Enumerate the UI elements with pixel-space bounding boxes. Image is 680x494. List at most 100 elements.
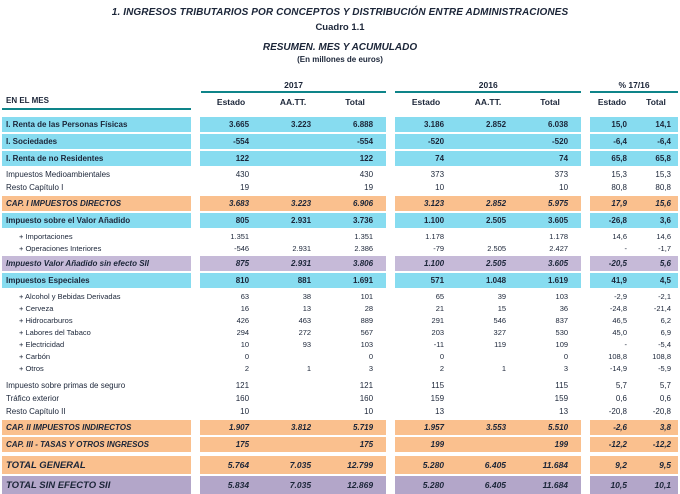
value-2016-total: 1.619 [548, 276, 569, 285]
value-2017-aatt [262, 181, 324, 194]
value-pct-estado: 14,6 [612, 231, 627, 241]
value-2017-estado: 294 [236, 327, 250, 337]
values-2016: 1.178 1.178 [395, 230, 581, 242]
values-2016: 199 199 [395, 437, 582, 452]
column-gap [191, 168, 200, 181]
values-2017: 10 93 103 [200, 338, 386, 350]
column-gap [386, 338, 395, 350]
value-2016-aatt: 39 [497, 291, 507, 301]
value-2016-estado: 5.280 [422, 480, 445, 490]
value-2017-total: 175 [359, 440, 374, 449]
value-pct-total: 15,3 [655, 170, 671, 179]
values-2016: 1.957 3.553 5.510 [395, 420, 582, 435]
column-gap [191, 213, 200, 228]
value-pct-total: 15,6 [655, 199, 671, 208]
values-2016: 21 15 36 [395, 302, 581, 314]
table-row: CAP. III - TASAS Y OTROS INGRESOS 175 175 1… [2, 437, 678, 452]
column-gap [581, 213, 590, 228]
value-2017-total: 12.799 [347, 460, 374, 470]
value-2016-total: 11.684 [542, 460, 569, 470]
value-pct-estado: 46,5 [612, 315, 627, 325]
values-pct: -24,8 -21,4 [590, 302, 678, 314]
value-2017-aatt: 3.812 [291, 423, 312, 432]
value-2017-aatt: 2.931 [292, 243, 312, 253]
column-gap [386, 230, 395, 242]
values-2016: -79 2.505 2.427 [395, 242, 581, 254]
column-gap [581, 350, 590, 362]
value-2016-aatt: 3.553 [486, 423, 507, 432]
column-gap [191, 437, 200, 452]
row-label: + Cerveza [19, 303, 54, 313]
column-gap [191, 379, 200, 392]
row-label: Resto Capítulo II [6, 407, 66, 416]
column-gap [192, 78, 201, 93]
row-label: Impuesto sobre primas de seguro [6, 381, 126, 390]
row-label: CAP. II IMPUESTOS INDIRECTOS [2, 420, 192, 435]
column-gap [386, 93, 395, 110]
value-pct-estado: 5,7 [615, 381, 627, 390]
value-2017-total: 3 [368, 363, 374, 373]
column-gap [386, 290, 395, 302]
values-pct: 0,6 0,6 [590, 392, 678, 405]
value-pct-estado: -20,8 [608, 407, 627, 416]
row-label: + Operaciones Interiores [19, 243, 102, 253]
row-label: CAP. III - TASAS Y OTROS INGRESOS [2, 437, 192, 452]
column-gap [581, 242, 590, 254]
values-2016: 1.100 2.505 3.605 [395, 256, 582, 271]
row-label: + Importaciones [19, 231, 73, 241]
value-2016-total: 373 [554, 170, 569, 179]
value-2016-total: -520 [552, 137, 569, 146]
values-2017: 430 430 [200, 168, 386, 181]
value-2017-total: 0 [368, 351, 374, 361]
values-pct: 41,9 4,5 [589, 273, 678, 288]
group-pct-header: % 17/16 [590, 78, 678, 93]
table-row: CAP. I IMPUESTOS DIRECTOS 3.683 3.223 6.906… [2, 196, 678, 211]
column-gap [191, 420, 200, 435]
value-2017-aatt: 2.931 [291, 259, 312, 268]
value-2016-estado: 65 [435, 291, 445, 301]
row-dimension-header: EN EL MES [2, 93, 192, 110]
values-2016: 159 159 [395, 392, 581, 405]
column-gap [581, 437, 590, 452]
value-pct-total: 0,6 [659, 394, 671, 403]
value-2017-estado: 1.907 [229, 423, 250, 432]
column-gap [581, 168, 590, 181]
values-2016: 65 39 103 [395, 290, 581, 302]
value-2017-estado: 426 [236, 315, 250, 325]
value-pct-total: 6,2 [660, 315, 671, 325]
value-2017-estado: 430 [235, 170, 250, 179]
value-2016-total: 0 [563, 351, 569, 361]
values-2016: -11 119 109 [395, 338, 581, 350]
table-row: + Labores del Tabaco 294 272 567 203 327 530 45… [2, 326, 678, 338]
values-2017: 175 175 [200, 437, 387, 452]
values-2017: 63 38 101 [200, 290, 386, 302]
column-gap [581, 151, 590, 166]
value-2016-total: 3.605 [548, 259, 569, 268]
value-2016-estado: 291 [431, 315, 445, 325]
value-2016-estado: 0 [439, 351, 445, 361]
value-2016-aatt: 1 [501, 363, 507, 373]
row-label: Impuestos Especiales [2, 273, 192, 288]
value-pct-total: 14,1 [655, 120, 671, 129]
column-gap [581, 290, 590, 302]
value-2016-aatt: 2.852 [486, 120, 507, 129]
values-2017: 1.907 3.812 5.719 [200, 420, 387, 435]
value-pct-total: 108,8 [652, 351, 671, 361]
column-gap [386, 302, 395, 314]
row-label: Impuesto sobre el Valor Añadido [2, 213, 192, 228]
value-2016-aatt [457, 134, 519, 149]
value-2017-total: 103 [360, 339, 374, 349]
value-2017-aatt: 463 [298, 315, 312, 325]
column-gap [191, 181, 200, 194]
values-2017: 10 10 [200, 405, 386, 418]
value-pct-estado: -6,4 [613, 137, 627, 146]
value-2017-estado: 10 [240, 407, 250, 416]
value-2017-estado: -546 [234, 243, 250, 253]
row-label: Resto Capítulo I [6, 183, 64, 192]
values-2017: 294 272 567 [200, 326, 386, 338]
value-2017-estado: 19 [240, 183, 250, 192]
values-2016: 1.100 2.505 3.605 [395, 213, 582, 228]
values-2017: 3.683 3.223 6.906 [200, 196, 387, 211]
row-label: + Electricidad [19, 339, 65, 349]
